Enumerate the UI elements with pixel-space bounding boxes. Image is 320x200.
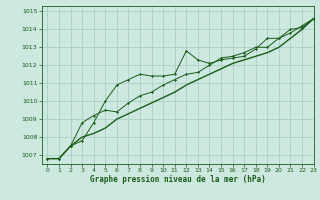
X-axis label: Graphe pression niveau de la mer (hPa): Graphe pression niveau de la mer (hPa) — [90, 175, 266, 184]
